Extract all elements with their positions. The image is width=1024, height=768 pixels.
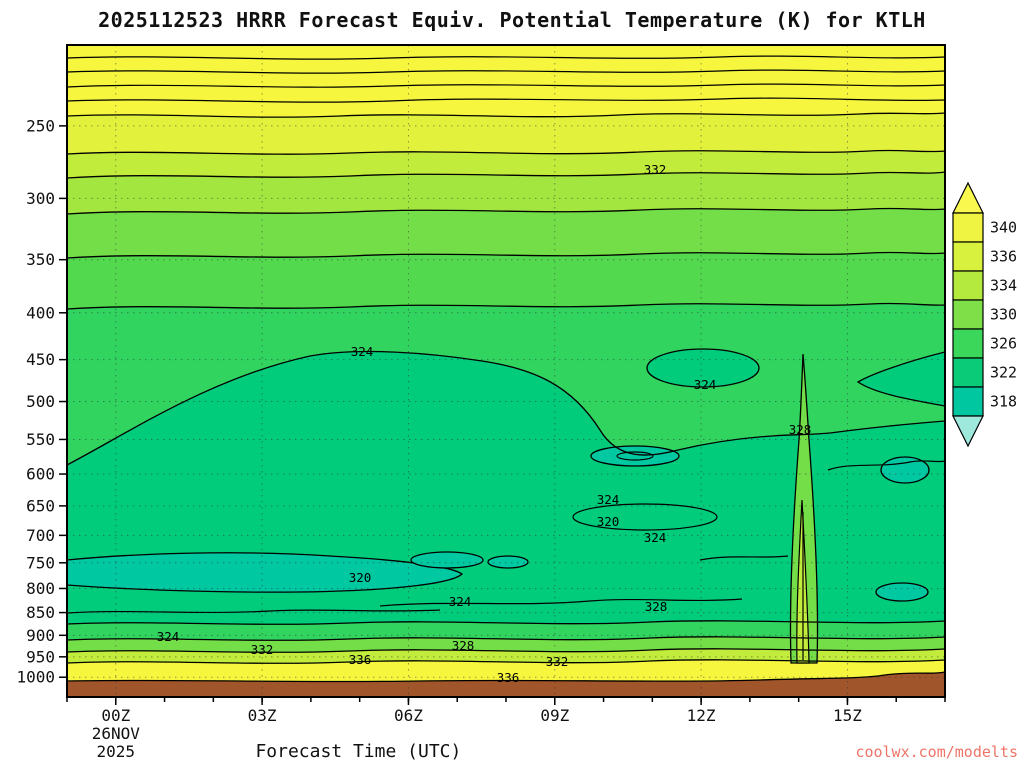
band-low-338 bbox=[67, 659, 945, 664]
colorbar-label: 326 bbox=[990, 335, 1017, 353]
y-tick-label: 400 bbox=[26, 303, 55, 322]
contour-label: 336 bbox=[497, 670, 520, 685]
band-low-326 bbox=[67, 620, 945, 625]
colorbar-arrow-bottom bbox=[952, 415, 984, 448]
colorbar-segment bbox=[952, 212, 984, 243]
contour-label: 332 bbox=[251, 642, 274, 657]
colorbar-label: 340 bbox=[990, 219, 1017, 237]
contour-line-layer bbox=[67, 112, 945, 664]
colorbar-segment bbox=[952, 386, 984, 417]
colorbar-segment bbox=[952, 270, 984, 301]
colorbar-label: 336 bbox=[990, 248, 1017, 266]
colorbar-label: 330 bbox=[990, 306, 1017, 324]
contour-line-t2 bbox=[67, 69, 945, 74]
y-tick-label: 800 bbox=[26, 579, 55, 598]
contour-label: 320 bbox=[349, 570, 372, 585]
teal-pool-center bbox=[410, 551, 484, 569]
contour-label: 320 bbox=[597, 514, 620, 529]
warm-plume-outer bbox=[789, 353, 819, 664]
colorbar-segment bbox=[952, 357, 984, 388]
band-334-336 bbox=[67, 149, 945, 155]
colorbar-arrow-top bbox=[952, 181, 984, 214]
colorbar-label: 334 bbox=[990, 277, 1017, 295]
x-tick-sublabel: 2025 bbox=[97, 742, 136, 761]
x-tick-label: 03Z bbox=[248, 706, 277, 725]
x-axis-title: Forecast Time (UTC) bbox=[255, 741, 462, 762]
band-326-328 bbox=[67, 302, 945, 310]
x-tick-label: 12Z bbox=[687, 706, 716, 725]
band-336-340 bbox=[67, 112, 945, 118]
x-tick-label: 09Z bbox=[540, 706, 569, 725]
contour-label: 336 bbox=[349, 652, 372, 667]
y-tick-label: 850 bbox=[26, 603, 55, 622]
teal-pocket-right bbox=[880, 456, 930, 484]
contour-label: 324 bbox=[644, 530, 667, 545]
contour-label: 324 bbox=[597, 492, 620, 507]
x-tick-label: 06Z bbox=[394, 706, 423, 725]
y-tick-label: 700 bbox=[26, 526, 55, 545]
contour-label: 324 bbox=[449, 594, 472, 609]
contour-squiggle-1 bbox=[379, 598, 743, 607]
band-322-326 bbox=[67, 350, 945, 466]
contour-label: 328 bbox=[645, 599, 668, 614]
x-tick-label: 00Z bbox=[101, 706, 130, 725]
y-tick-label: 1000 bbox=[16, 668, 55, 687]
colorbar: 340 336 334 330 326 322 318 bbox=[952, 181, 1017, 448]
y-tick-label: 950 bbox=[26, 647, 55, 666]
y-tick-label: 450 bbox=[26, 350, 55, 369]
contour-label: 328 bbox=[452, 638, 475, 653]
band-low-334 bbox=[67, 648, 945, 653]
band-328-330 bbox=[67, 251, 945, 259]
contour-squiggle-2 bbox=[67, 609, 441, 614]
ground-strip bbox=[67, 671, 945, 697]
contour-line-t3 bbox=[67, 83, 945, 88]
contour-label: 324 bbox=[694, 377, 717, 392]
contour-label: 324 bbox=[157, 629, 180, 644]
closed-contour-324 bbox=[646, 348, 760, 388]
y-tick-label: 600 bbox=[26, 465, 55, 484]
watermark-link[interactable]: coolwx.com/modelts bbox=[855, 743, 1018, 761]
y-tick-label: 250 bbox=[26, 116, 55, 135]
colorbar-segment bbox=[952, 299, 984, 330]
y-tick-label: 550 bbox=[26, 430, 55, 449]
teal-pool-left bbox=[67, 552, 464, 593]
y-tick-label: 350 bbox=[26, 250, 55, 269]
band-332-334 bbox=[67, 171, 945, 179]
band-330-332 bbox=[67, 207, 945, 215]
colorbar-label: 322 bbox=[990, 364, 1017, 382]
contour-fill-layer bbox=[67, 45, 945, 697]
colorbar-segment bbox=[952, 241, 984, 272]
contour-label-layer: 332 324 324 328 324 320 324 320 324 328 324 328 332 3… bbox=[157, 162, 812, 685]
contour-loop-320 bbox=[572, 503, 718, 531]
contour-label: 328 bbox=[789, 422, 812, 437]
chart-title: 2025112523 HRRR Forecast Equiv. Potentia… bbox=[98, 8, 926, 32]
x-tick-sublabel: 26NOV bbox=[92, 724, 141, 743]
y-tick-label: 500 bbox=[26, 392, 55, 411]
colorbar-segment bbox=[952, 328, 984, 359]
y-tick-label: 300 bbox=[26, 189, 55, 208]
contour-line-t4 bbox=[67, 97, 945, 103]
emerald-tongue-right bbox=[856, 351, 945, 407]
teal-pocket-mid bbox=[590, 445, 680, 467]
band-low-330 bbox=[67, 636, 945, 641]
teal-pocket-right-low bbox=[875, 582, 929, 602]
colorbar-label: 318 bbox=[990, 393, 1017, 411]
teal-pool-center-2 bbox=[487, 555, 529, 569]
axis-layer: 250 300 350 400 450 500 550 600 650 700 750 800 850 9… bbox=[16, 116, 946, 761]
y-tick-label: 650 bbox=[26, 496, 55, 515]
y-tick-label: 750 bbox=[26, 553, 55, 572]
contour-line-t1 bbox=[67, 55, 945, 60]
contour-squiggle-4 bbox=[699, 555, 789, 561]
contour-loop-inner bbox=[616, 451, 654, 461]
contour-label: 324 bbox=[351, 344, 374, 359]
y-tick-label: 900 bbox=[26, 626, 55, 645]
contour-label: 332 bbox=[546, 654, 569, 669]
x-tick-label: 15Z bbox=[833, 706, 862, 725]
contour-label: 332 bbox=[644, 162, 667, 177]
